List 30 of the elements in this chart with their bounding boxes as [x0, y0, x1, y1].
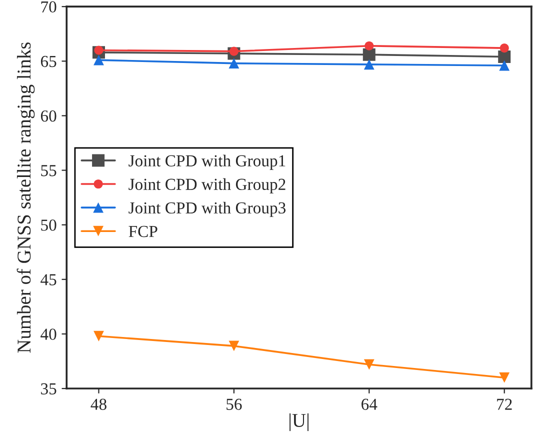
x-tick-label: 56 [226, 398, 242, 410]
point [364, 359, 374, 370]
legend-label: Joint CPD with Group2 [128, 178, 286, 194]
point [94, 330, 104, 342]
x-axis-title: |U| [290, 413, 308, 432]
x-tick-label: 72 [497, 398, 512, 410]
x-tick-label: 48 [90, 398, 106, 410]
legend-label: FCP [128, 226, 158, 238]
point [228, 58, 240, 69]
y-axis-title: Number of GNSS satellite ranging links [16, 42, 35, 353]
y-tick-label: 40 [40, 328, 56, 340]
point [499, 372, 510, 383]
legend-label: Joint CPD with Group3 [128, 202, 286, 217]
x-tick-label: 64 [362, 398, 378, 410]
point [499, 60, 510, 71]
y-tick-label: 65 [40, 56, 56, 68]
y-tick-label: 50 [41, 220, 56, 231]
y-tick-label: 45 [40, 274, 56, 286]
legend-label: Joint CPD with Group1 [128, 154, 286, 170]
point [364, 41, 374, 50]
y-tick-label: 55 [41, 165, 56, 176]
y-tick-label: 35 [41, 383, 56, 394]
point [500, 44, 509, 53]
point [362, 48, 376, 61]
y-tick-label: 70 [41, 1, 56, 13]
point [498, 50, 511, 64]
point [228, 340, 240, 352]
point [364, 59, 374, 70]
y-tick-label: 60 [40, 110, 56, 122]
point [94, 54, 104, 66]
